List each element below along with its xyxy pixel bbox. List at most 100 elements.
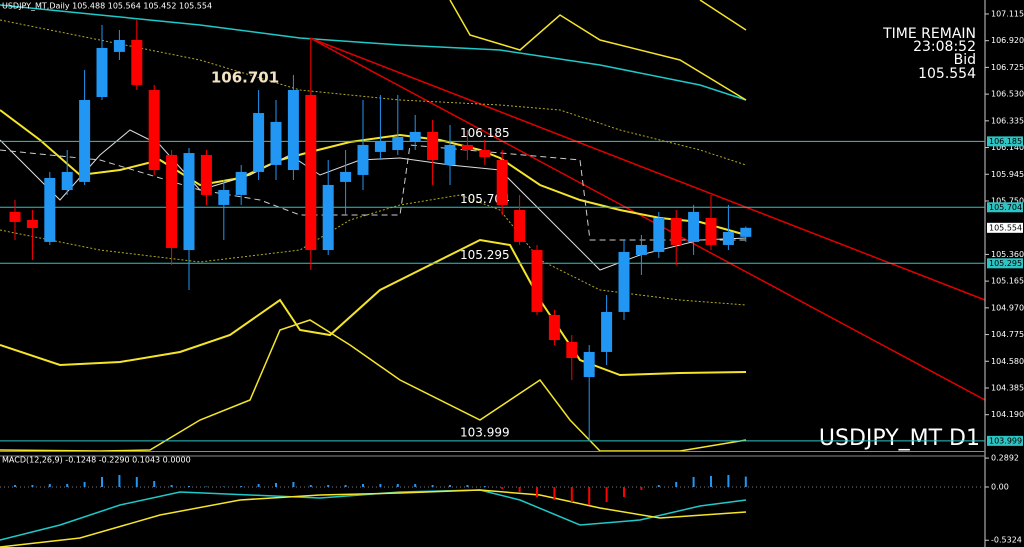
histogram-bar xyxy=(101,477,103,487)
y-tick-label: 105.750 xyxy=(991,196,1024,205)
y-tick-label: 105.945 xyxy=(991,170,1024,179)
y-tick-label: 106.920 xyxy=(991,36,1024,45)
band xyxy=(0,194,747,306)
candle-body xyxy=(461,144,473,151)
histogram-bar xyxy=(727,475,730,487)
level-box xyxy=(987,258,1023,269)
candle-body xyxy=(287,90,299,171)
y-tick-label: 107.115 xyxy=(991,9,1024,18)
histogram-bar xyxy=(570,487,573,502)
candle-body xyxy=(531,250,543,312)
candle-body xyxy=(409,131,421,142)
candle-body xyxy=(183,153,195,251)
candle-body xyxy=(670,217,682,245)
candle-body xyxy=(357,144,369,175)
histogram-bar xyxy=(657,485,660,487)
histogram-bar xyxy=(327,485,330,487)
candle-body xyxy=(740,227,752,237)
candle-body xyxy=(61,171,73,191)
histogram-bar xyxy=(553,487,556,500)
level-box xyxy=(987,202,1023,213)
info-label: TIME REMAIN xyxy=(882,26,976,42)
histogram-bar xyxy=(483,486,486,487)
candle-body xyxy=(305,94,317,251)
level-axis-label: 106.185 xyxy=(989,137,1022,146)
y-tick-label: 105.165 xyxy=(991,277,1024,286)
level-axis-label: 105.704 xyxy=(989,203,1022,212)
histogram-bar xyxy=(135,477,138,487)
candle-body xyxy=(253,113,265,172)
histogram-bar xyxy=(205,486,208,487)
candle-body xyxy=(548,314,560,341)
histogram-bar xyxy=(240,486,243,487)
signal-line xyxy=(0,489,747,547)
level-box xyxy=(987,435,1023,446)
info-time: 23:08:52 xyxy=(913,39,976,55)
macd-line xyxy=(0,489,747,541)
indicators xyxy=(0,0,986,547)
histogram-bar xyxy=(605,487,608,502)
histogram-bar xyxy=(188,486,190,487)
moving-average xyxy=(0,4,747,101)
candle-body xyxy=(96,47,108,97)
candle-body xyxy=(444,144,456,165)
histogram-bar xyxy=(222,486,225,487)
candle-body xyxy=(218,190,230,205)
histogram-bar xyxy=(431,485,434,487)
y-tick-label: -0.5324 xyxy=(991,536,1022,545)
moving-average xyxy=(0,109,747,236)
candle-body xyxy=(9,211,21,222)
histogram-bar xyxy=(153,481,156,487)
candle-body xyxy=(618,251,630,312)
candle-body xyxy=(148,90,160,171)
histogram-bar xyxy=(118,475,121,487)
histogram-bar xyxy=(623,487,625,497)
y-tick-label: 104.775 xyxy=(991,330,1024,339)
candle-body xyxy=(392,136,404,151)
candle-body xyxy=(340,171,352,182)
band xyxy=(449,0,747,101)
histogram-bar xyxy=(379,484,382,487)
candle-body xyxy=(705,217,717,245)
candle-body xyxy=(200,154,212,195)
histogram-bar xyxy=(275,483,277,487)
histogram-bar xyxy=(640,487,643,490)
candle-body xyxy=(113,40,125,52)
histogram-bar xyxy=(449,485,451,487)
y-tick-label: 106.725 xyxy=(991,63,1024,72)
candle-body xyxy=(131,40,143,85)
candle-body xyxy=(374,141,386,152)
candle-body xyxy=(601,311,613,352)
level-box xyxy=(987,136,1023,147)
histogram-bar xyxy=(518,487,521,492)
candle-body xyxy=(322,184,334,251)
candle-body xyxy=(583,351,595,378)
candle-body xyxy=(514,210,526,242)
info-price: 105.554 xyxy=(918,66,976,82)
y-tick-label: 0.2892 xyxy=(991,454,1019,463)
level-axis-label: 105.295 xyxy=(989,259,1022,268)
bid-box xyxy=(987,222,1023,233)
candle-body xyxy=(635,244,647,255)
histogram-bar xyxy=(362,484,364,487)
level-label: 103.999 xyxy=(460,425,510,439)
histogram-bar xyxy=(309,485,312,487)
y-tick-label: 105.360 xyxy=(991,250,1024,259)
level-label: 105.295 xyxy=(460,248,510,262)
y-tick-label: 106.530 xyxy=(991,90,1024,99)
y-tick-label: 104.385 xyxy=(991,383,1024,392)
histogram-bar xyxy=(48,484,51,487)
histogram-bar xyxy=(292,482,295,487)
chart-title: USDJPY_MT,Daily 105.488 105.564 105.452 … xyxy=(2,2,212,11)
info-label: Bid xyxy=(954,52,976,68)
y-tick-label: 104.190 xyxy=(991,410,1024,419)
watermark: USDJPY_MT D1 xyxy=(819,426,980,451)
candle-body xyxy=(79,100,91,182)
histogram-bar xyxy=(710,476,712,487)
panel-title: MACD(12,26,9) -0.1248 -0.2290 0.1043 0.0… xyxy=(2,456,191,465)
histogram-bar xyxy=(692,477,695,487)
level-axis-label: 103.999 xyxy=(989,436,1022,445)
histogram-bar xyxy=(675,482,678,487)
